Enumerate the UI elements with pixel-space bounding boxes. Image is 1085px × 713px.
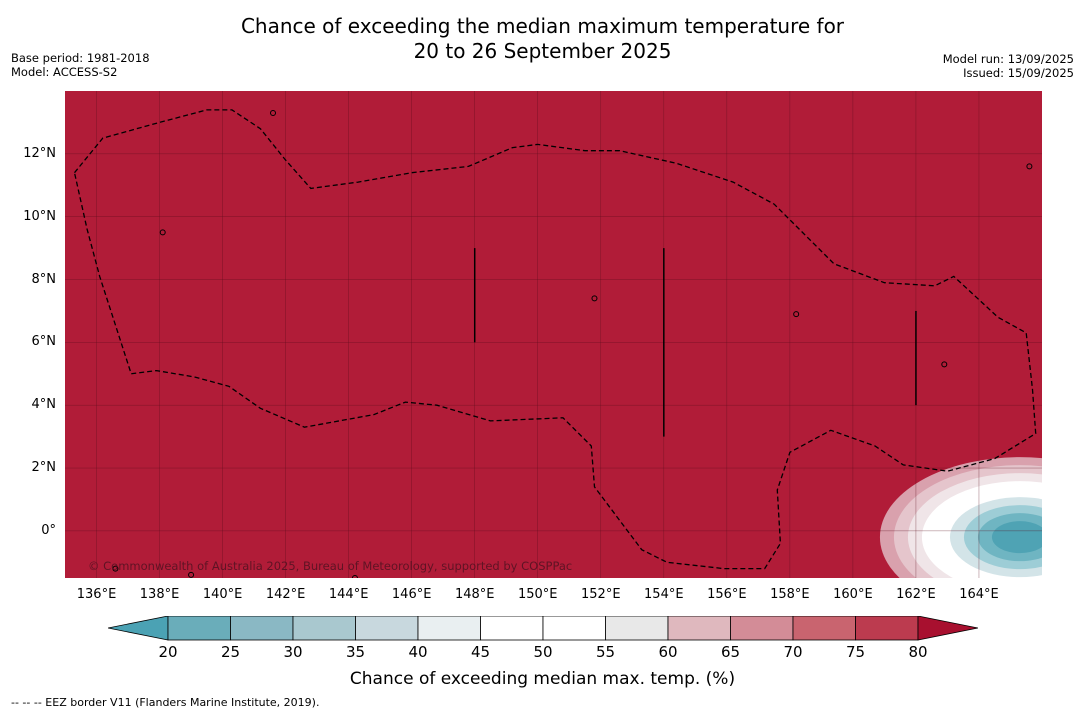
colorbar-under-triangle: [108, 616, 169, 641]
longitude-label: 154°E: [644, 587, 684, 602]
longitude-label: 146°E: [391, 587, 432, 602]
colorbar-tick-label: 45: [470, 643, 491, 661]
colorbar-tick-label: 35: [345, 643, 366, 661]
map-area: [65, 91, 1042, 578]
latitude-label: 12°N: [23, 145, 56, 161]
island: [188, 571, 195, 578]
colorbar-segment: [355, 616, 419, 641]
colorbar-segment: [230, 616, 294, 641]
run-info: Model run: 13/09/2025 Issued: 15/09/2025: [943, 52, 1074, 80]
model-name: Model: ACCESS-S2: [11, 65, 118, 79]
copyright-notice: © Commonwealth of Australia 2025, Bureau…: [88, 559, 573, 573]
colorbar-tick-label: 40: [408, 643, 428, 661]
island: [793, 311, 800, 318]
latitude-label: 8°N: [31, 271, 57, 287]
latitude-label: 2°N: [31, 460, 57, 476]
colorbar-segment: [792, 616, 856, 641]
base-period-info: Base period: 1981-2018 Model: ACCESS-S2: [11, 51, 150, 79]
island: [351, 575, 358, 578]
colorbar-tick-label: 80: [908, 643, 928, 661]
colorbar-tick-label: 65: [720, 643, 741, 661]
anomaly-contour: [991, 521, 1042, 554]
longitude-label: 140°E: [202, 587, 243, 602]
colorbar-tick-label: 55: [595, 643, 616, 661]
colorbar-tick-label: 75: [845, 643, 866, 661]
colorbar-segment: [417, 616, 481, 641]
map-canvas: [65, 91, 1042, 578]
colorbar-segment: [542, 616, 606, 641]
eez-border: [73, 109, 1037, 570]
colorbar-label: Chance of exceeding median max. temp. (%…: [349, 669, 736, 689]
longitude-label: 162°E: [896, 587, 936, 602]
colorbar-segment: [292, 616, 356, 641]
latitude-label: 0°: [41, 522, 56, 538]
longitude-label: 164°E: [959, 587, 999, 602]
island: [112, 565, 119, 572]
longitude-label: 150°E: [517, 587, 558, 602]
title-line-2: 20 to 26 September 2025: [413, 39, 672, 63]
colorbar-segment: [855, 616, 919, 641]
island: [159, 229, 166, 236]
base-period: Base period: 1981-2018: [11, 51, 150, 65]
colorbar-tick-label: 20: [158, 643, 178, 661]
latitude-label: 4°N: [31, 397, 57, 413]
colorbar-segment: [167, 616, 231, 641]
model-run-date: Model run: 13/09/2025: [942, 52, 1074, 66]
island: [941, 361, 948, 368]
colorbar-segment: [480, 616, 544, 641]
colorbar-tick-label: 50: [533, 643, 553, 661]
longitude-label: 148°E: [454, 587, 495, 602]
latitude-label: 6°N: [31, 334, 57, 350]
island: [1026, 163, 1033, 170]
map-title: Chance of exceeding the median maximum t…: [0, 14, 1085, 64]
island: [591, 295, 598, 302]
colorbar-segment: [730, 616, 794, 641]
island: [270, 109, 277, 116]
issued-date: Issued: 15/09/2025: [963, 66, 1074, 80]
colorbar: [108, 616, 978, 641]
longitude-label: 160°E: [833, 587, 873, 602]
longitude-label: 144°E: [328, 587, 369, 602]
eez-legend: -- -- -- EEZ border V11 (Flanders Marine…: [11, 696, 320, 709]
colorbar-over-triangle: [917, 616, 978, 641]
longitude-label: 152°E: [581, 587, 621, 602]
colorbar-tick-label: 25: [220, 643, 241, 661]
longitude-label: 138°E: [139, 587, 180, 602]
longitude-label: 156°E: [707, 587, 747, 602]
colorbar-segment: [667, 616, 731, 641]
longitude-label: 142°E: [265, 587, 306, 602]
colorbar-tick-label: 70: [783, 643, 803, 661]
title-line-1: Chance of exceeding the median maximum t…: [240, 14, 845, 38]
colorbar-tick-label: 60: [658, 643, 678, 661]
longitude-label: 136°E: [76, 587, 117, 602]
colorbar-segment: [605, 616, 669, 641]
longitude-label: 158°E: [770, 587, 810, 602]
latitude-label: 10°N: [23, 208, 56, 224]
colorbar-tick-label: 30: [283, 643, 303, 661]
